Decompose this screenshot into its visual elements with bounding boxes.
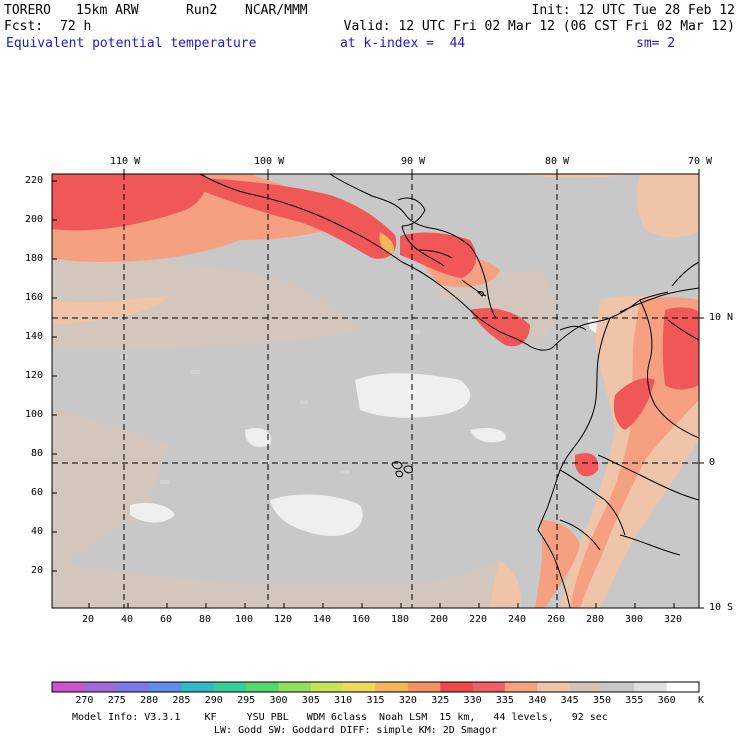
physics-info-line: LW: Godd SW: Goddard DIFF: simple KM: 2D… — [214, 725, 497, 736]
legend-value-label: 350 — [592, 695, 611, 706]
run-label: Run2 — [186, 3, 218, 18]
legend-border — [51, 681, 700, 693]
legend-swatch — [472, 682, 506, 692]
legend-swatch — [504, 682, 538, 692]
lat-lon-grid — [52, 174, 699, 608]
legend-value-label: 285 — [172, 695, 191, 706]
legend-value-label: 305 — [301, 695, 320, 706]
legend-value-label: 315 — [366, 695, 385, 706]
model-info-line: Model Info: V3.3.1 KF YSU PBL WDM 6class… — [72, 712, 608, 723]
y-tick-label: 80 — [31, 448, 44, 459]
color-legend-bar — [51, 681, 700, 693]
x-tick-label: 260 — [547, 614, 566, 625]
x-tick-label: 200 — [430, 614, 449, 625]
coastlines — [199, 174, 699, 608]
x-tick-label: 140 — [313, 614, 332, 625]
init-time: Init: 12 UTC Tue 28 Feb 12 — [531, 3, 736, 18]
x-tick-label: 320 — [664, 614, 683, 625]
legend-value-label: 340 — [528, 695, 547, 706]
legend-value-label: 290 — [204, 695, 223, 706]
legend-swatch — [537, 682, 571, 692]
legend-value-label: 355 — [625, 695, 644, 706]
legend-swatch — [375, 682, 409, 692]
y-tick-label: 120 — [25, 370, 44, 381]
legend-swatch — [407, 682, 441, 692]
y-tick-label: 100 — [25, 409, 44, 420]
x-tick-label: 300 — [625, 614, 644, 625]
level-index: at k-index = 44 — [340, 36, 466, 51]
x-tick-label: 160 — [352, 614, 371, 625]
y-tick-label: 40 — [31, 526, 44, 537]
lat-label-10n: 10 N — [709, 312, 734, 323]
legend-value-label: 295 — [237, 695, 256, 706]
legend-value-label: 270 — [75, 695, 94, 706]
legend-value-label: 330 — [463, 695, 482, 706]
y-tick-label: 140 — [25, 331, 44, 342]
x-tick-label: 220 — [469, 614, 488, 625]
legend-swatch — [181, 682, 215, 692]
plot-border — [51, 173, 700, 609]
legend-swatch — [84, 682, 118, 692]
legend-swatch — [634, 682, 668, 692]
x-tick-label: 280 — [586, 614, 605, 625]
legend-swatch — [666, 682, 700, 692]
y-tick-label: 180 — [25, 253, 44, 264]
legend-swatch — [278, 682, 312, 692]
legend-value-label: 275 — [107, 695, 126, 706]
axis-ticks — [52, 169, 704, 609]
legend-swatch — [440, 682, 474, 692]
legend-swatch — [601, 682, 635, 692]
legend-swatch — [116, 682, 150, 692]
legend-value-label: 325 — [431, 695, 450, 706]
legend-value-label: 310 — [334, 695, 353, 706]
legend-unit: K — [698, 695, 705, 706]
lon-label-80w: 80 W — [545, 156, 570, 167]
legend-swatch — [343, 682, 376, 692]
y-tick-label: 200 — [25, 214, 44, 225]
x-tick-label: 100 — [235, 614, 254, 625]
legend-swatch — [569, 682, 603, 692]
legend-value-label: 300 — [269, 695, 288, 706]
legend-value-label: 345 — [560, 695, 579, 706]
y-tick-label: 60 — [31, 487, 44, 498]
lat-label-0: 0 — [709, 457, 716, 468]
legend-swatch — [213, 682, 247, 692]
legend-value-label: 280 — [140, 695, 159, 706]
y-tick-label: 20 — [31, 565, 44, 576]
x-tick-label: 120 — [274, 614, 293, 625]
forecast-hours: 72 h — [60, 19, 92, 34]
model-resolution: 15km ARW — [76, 3, 139, 18]
model-name: TORERO — [4, 3, 51, 18]
legend-swatch — [149, 682, 182, 692]
x-tick-label: 240 — [508, 614, 527, 625]
x-tick-label: 20 — [82, 614, 95, 625]
legend-swatch — [310, 682, 344, 692]
legend-value-label: 360 — [657, 695, 676, 706]
x-tick-label: 80 — [199, 614, 212, 625]
x-tick-label: 180 — [391, 614, 410, 625]
y-tick-label: 220 — [25, 175, 44, 186]
x-tick-label: 40 — [121, 614, 134, 625]
lon-label-70w: 70 W — [688, 156, 713, 167]
smoothing-value: sm= 2 — [636, 36, 676, 51]
lon-label-90w: 90 W — [401, 156, 426, 167]
legend-value-label: 335 — [495, 695, 514, 706]
lat-label-10s: 10 S — [709, 602, 734, 613]
legend-swatch — [246, 682, 279, 692]
valid-time: Valid: 12 UTC Fri 02 Mar 12 (06 CST Fri … — [343, 19, 735, 34]
y-tick-label: 160 — [25, 292, 44, 303]
forecast-label: Fcst: — [4, 19, 44, 34]
lon-label-110w: 110 W — [110, 156, 141, 167]
field-name: Equivalent potential temperature — [6, 36, 257, 51]
lon-label-100w: 100 W — [254, 156, 285, 167]
org-label: NCAR/MMM — [245, 3, 308, 18]
x-tick-label: 60 — [160, 614, 173, 625]
shaded-field — [52, 174, 699, 608]
legend-value-label: 320 — [398, 695, 417, 706]
legend-swatch — [52, 682, 85, 692]
